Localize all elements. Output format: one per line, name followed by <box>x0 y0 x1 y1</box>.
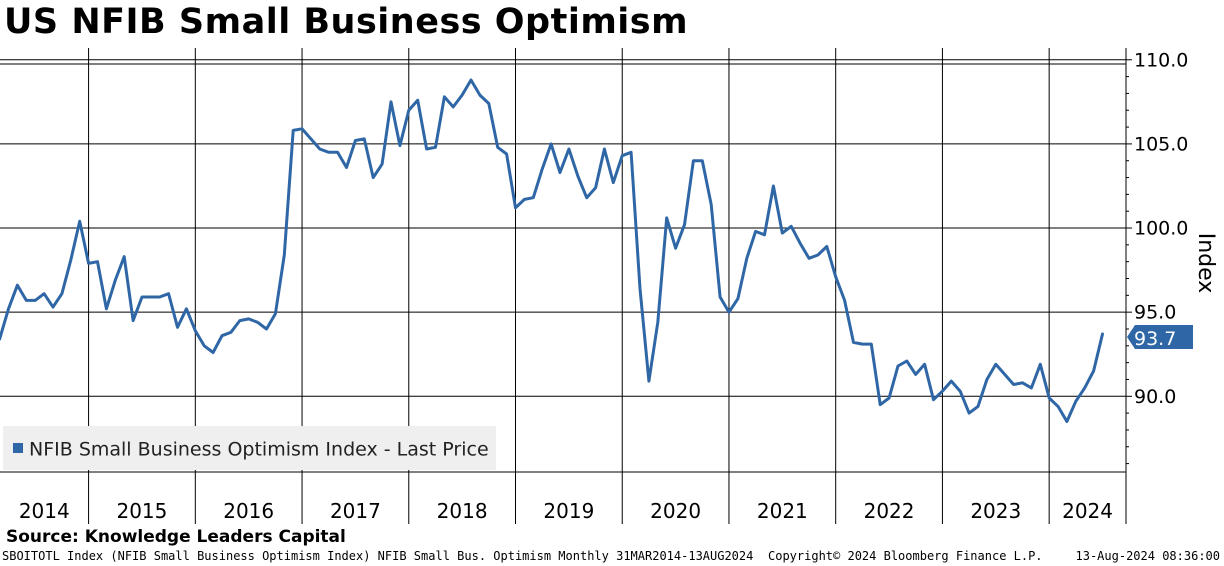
y-axis: 90.0 95.0 100.0 105.0 110.0 <box>1125 48 1188 524</box>
last-price-tag: 93.7 <box>1127 325 1193 350</box>
last-price-tag-shape <box>1127 325 1193 349</box>
x-axis-band: 2014 2015 2016 2017 2018 2019 2020 2021 2022 2023… <box>0 471 1126 523</box>
last-price-tag-value: 93.7 <box>1134 328 1176 350</box>
x-tick-label: 2023 <box>970 499 1021 523</box>
x-tick-label: 2018 <box>437 499 488 523</box>
footer-copyright: Copyright© 2024 Bloomberg Finance L.P. <box>768 549 1043 563</box>
chart-title: US NFIB Small Business Optimism <box>4 2 689 42</box>
legend-background <box>3 426 496 470</box>
x-tick-label: 2024 <box>1062 499 1113 523</box>
y-tick-label: 105.0 <box>1134 133 1188 155</box>
series-layer <box>0 78 1104 423</box>
y-tick-label: 90.0 <box>1134 386 1176 408</box>
x-tick-label: 2022 <box>864 499 915 523</box>
source-note: Source: Knowledge Leaders Capital <box>6 527 346 547</box>
y-tick-label: 110.0 <box>1134 49 1188 71</box>
x-tick-label: 2015 <box>116 499 167 523</box>
y-tick-label: 95.0 <box>1134 302 1176 324</box>
x-tick-label: 2021 <box>757 499 808 523</box>
footer-ticker-info: SBOITOTL Index (NFIB Small Business Opti… <box>2 549 754 563</box>
legend-swatch <box>13 443 23 453</box>
series-line <box>0 78 1104 423</box>
y-axis-label: Index <box>1193 233 1218 294</box>
x-tick-label: 2016 <box>223 499 274 523</box>
x-tick-label: 2020 <box>650 499 701 523</box>
x-tick-label: 2019 <box>543 499 594 523</box>
footer-timestamp: 13-Aug-2024 08:36:00 <box>1075 549 1221 563</box>
y-tick-label: 100.0 <box>1134 218 1188 240</box>
legend-label: NFIB Small Business Optimism Index - Las… <box>29 439 489 461</box>
legend: NFIB Small Business Optimism Index - Las… <box>3 426 496 470</box>
x-tick-label: 2017 <box>330 499 381 523</box>
x-tick-label: 2014 <box>19 499 70 523</box>
